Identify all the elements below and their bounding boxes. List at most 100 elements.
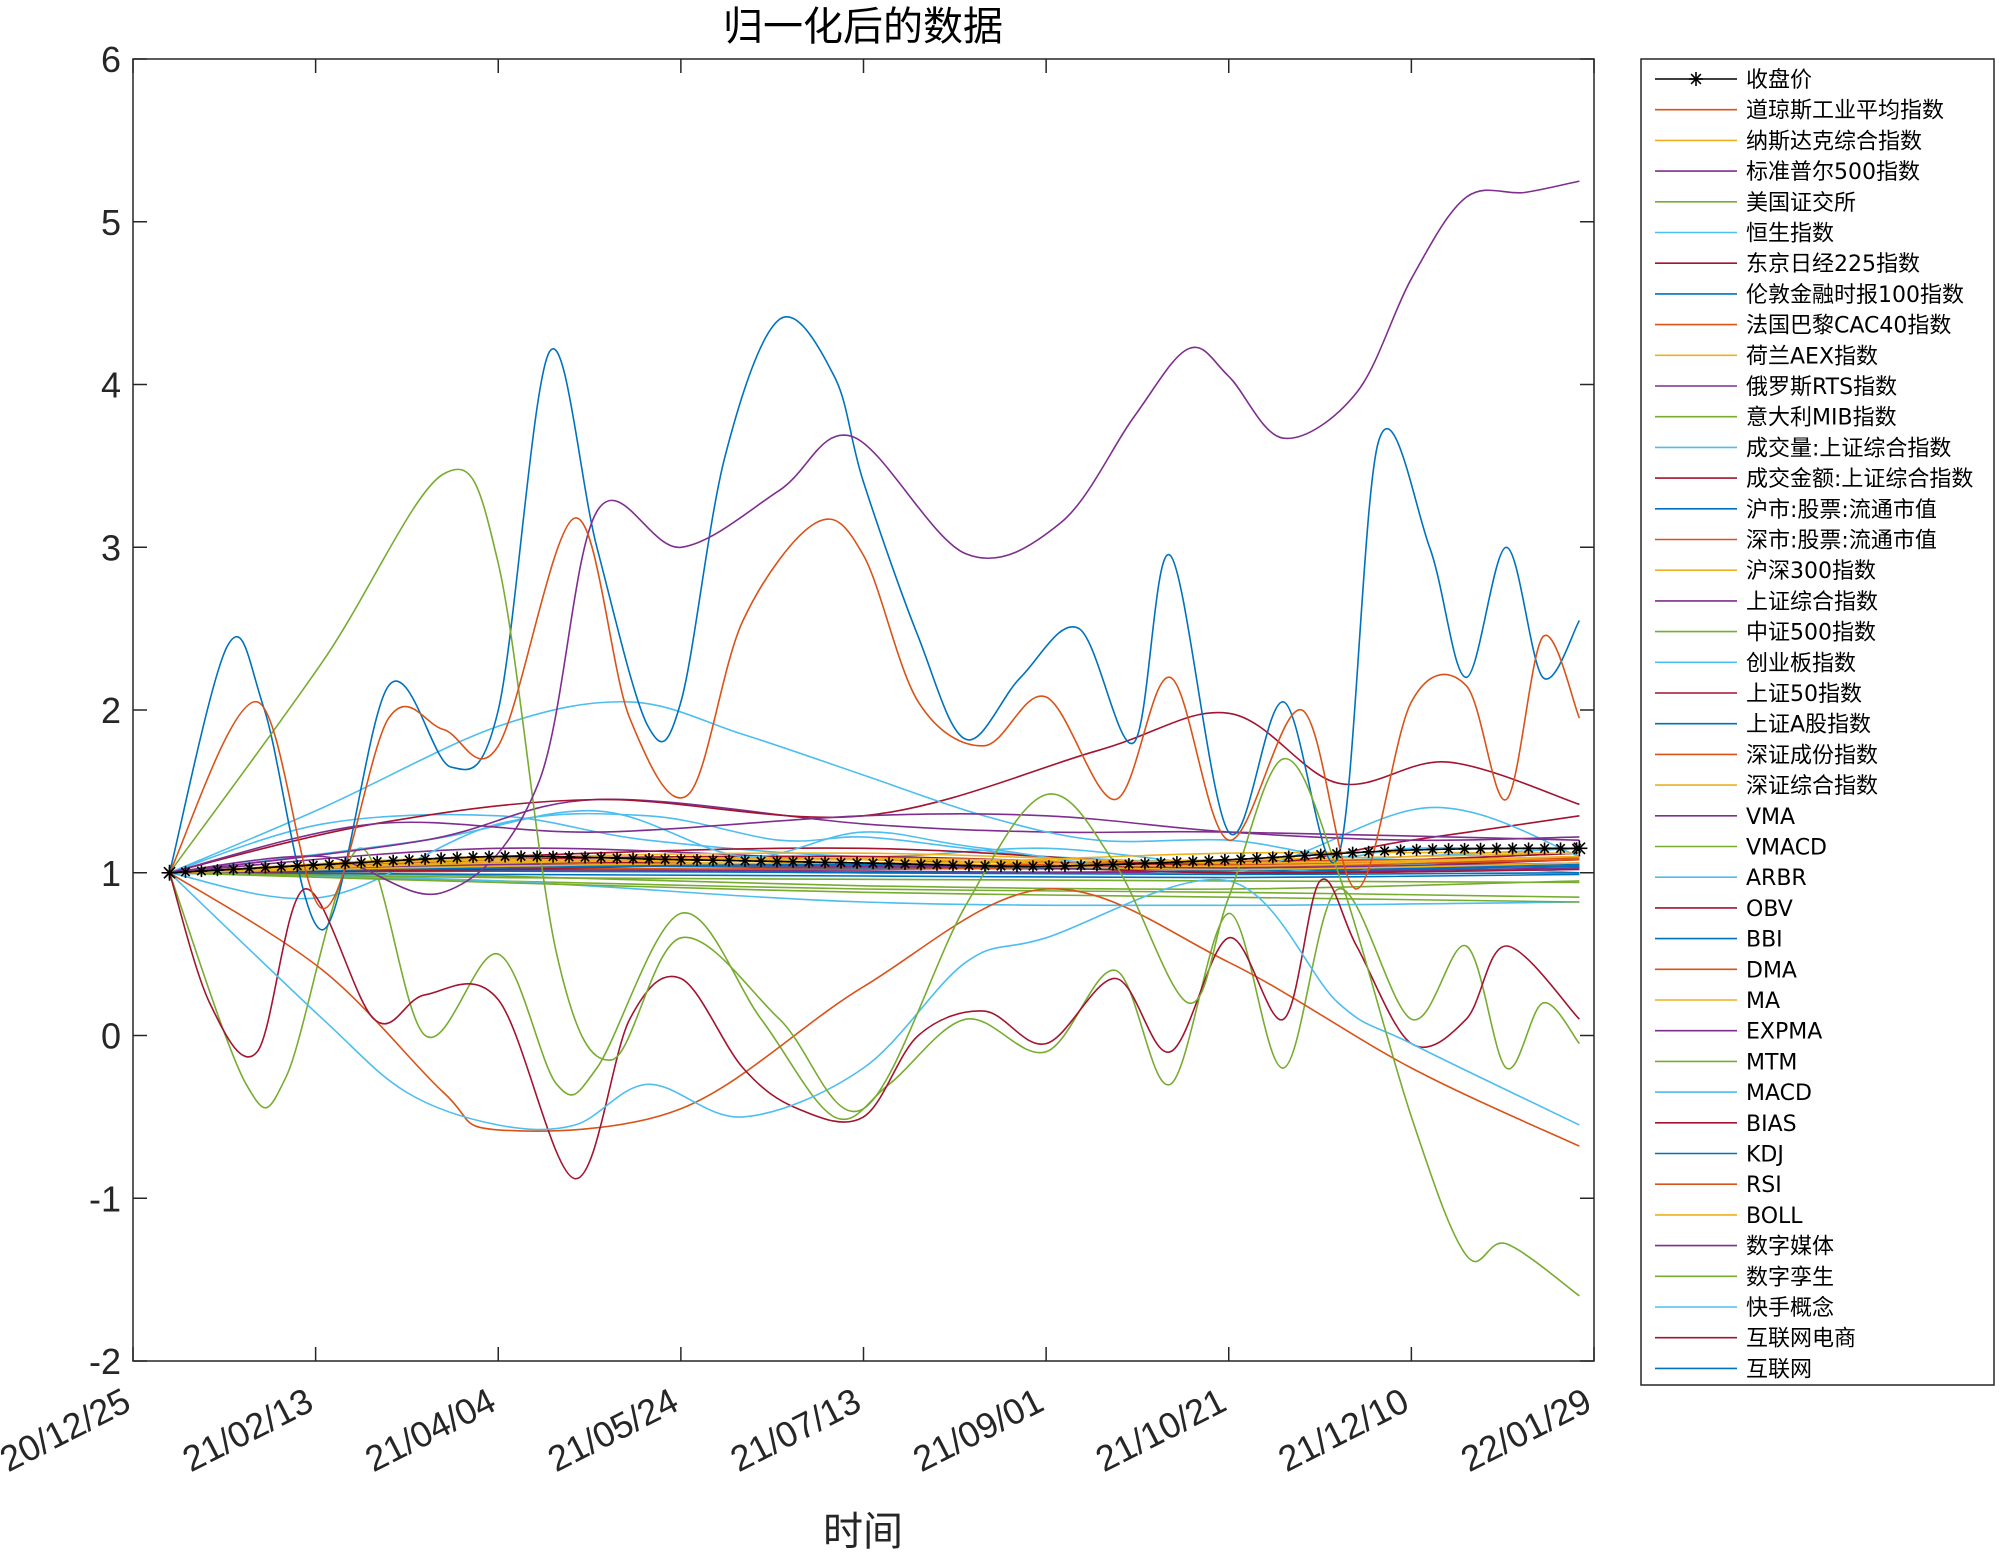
series-marker xyxy=(1010,860,1023,873)
series-marker xyxy=(1154,856,1167,869)
series-marker xyxy=(930,858,943,871)
chart-title: 归一化后的数据 xyxy=(723,4,1003,50)
series-marker xyxy=(659,853,672,866)
x-tick-label: 21/12/10 xyxy=(1272,1380,1415,1480)
series-marker xyxy=(259,861,272,874)
series-marker xyxy=(675,853,688,866)
series-marker xyxy=(531,850,544,863)
plot-area xyxy=(132,58,1595,1362)
legend-label: 美国证交所 xyxy=(1746,191,1856,216)
series-line xyxy=(169,872,1580,1147)
series-marker xyxy=(1554,842,1567,855)
series-marker xyxy=(1330,847,1343,860)
series-marker xyxy=(323,858,336,871)
legend-label: 数字孪生 xyxy=(1746,1265,1834,1290)
series-marker xyxy=(1186,855,1199,868)
legend-label: KDJ xyxy=(1746,1143,1784,1168)
series-marker xyxy=(403,853,416,866)
series-marker xyxy=(1218,853,1231,866)
legend-label: OBV xyxy=(1746,897,1793,922)
series-marker xyxy=(483,850,496,863)
x-tick-label: 21/02/13 xyxy=(176,1380,319,1480)
series-marker xyxy=(627,852,640,865)
legend-label: 数字媒体 xyxy=(1746,1235,1834,1260)
legend-label: RSI xyxy=(1746,1173,1782,1198)
series-line xyxy=(168,316,1581,931)
series-marker xyxy=(1522,842,1535,855)
series-marker xyxy=(161,864,178,881)
legend-label: 标准普尔500指数 xyxy=(1746,160,1920,185)
series-marker xyxy=(227,863,240,876)
series-marker xyxy=(1202,854,1215,867)
y-tick-label: 6 xyxy=(101,39,121,80)
legend-label: 深市:股票:流通市值 xyxy=(1746,529,1937,554)
series-marker xyxy=(1378,845,1391,858)
series-marker xyxy=(195,865,208,878)
legend-label: 中证500指数 xyxy=(1746,621,1876,646)
series-line xyxy=(169,798,1580,874)
series-marker xyxy=(579,851,592,864)
x-tick-label: 22/01/29 xyxy=(1454,1380,1597,1480)
legend-label: MA xyxy=(1746,989,1780,1014)
series-marker xyxy=(1042,860,1055,873)
series-line xyxy=(169,855,1580,874)
x-tick-label: 20/12/25 xyxy=(0,1380,137,1480)
series-marker xyxy=(339,857,352,870)
series-marker xyxy=(1410,843,1423,856)
series-marker xyxy=(307,859,320,872)
series-marker xyxy=(1138,857,1151,870)
legend-label: BIAS xyxy=(1746,1112,1797,1137)
series-marker xyxy=(243,862,256,875)
x-tick-label: 21/04/04 xyxy=(358,1380,501,1480)
legend-label: EXPMA xyxy=(1746,1020,1822,1045)
series-marker xyxy=(1314,848,1327,861)
series-marker xyxy=(499,850,512,863)
y-tick-label: 3 xyxy=(101,527,121,568)
series-marker xyxy=(1090,859,1103,872)
series-marker xyxy=(1122,858,1135,871)
legend-label: 法国巴黎CAC40指数 xyxy=(1746,314,1951,339)
series-marker xyxy=(179,865,192,878)
legend-label: VMACD xyxy=(1746,836,1827,861)
series-marker xyxy=(691,853,704,866)
series-marker xyxy=(1458,842,1471,855)
series-marker xyxy=(355,856,368,869)
y-tick-label: 5 xyxy=(101,202,121,243)
legend-label: 深证成份指数 xyxy=(1746,743,1878,768)
series-line xyxy=(169,180,1580,896)
y-tick-label: -2 xyxy=(89,1341,121,1382)
series-marker xyxy=(1058,859,1071,872)
series-marker xyxy=(211,864,224,877)
series-marker xyxy=(787,855,800,868)
legend-label: 成交量:上证综合指数 xyxy=(1746,436,1951,461)
series-marker xyxy=(1234,853,1247,866)
series-marker xyxy=(914,858,927,871)
series-marker xyxy=(739,854,752,867)
series-marker xyxy=(883,857,896,870)
series-marker xyxy=(563,850,576,863)
series-marker xyxy=(707,854,720,867)
series-marker xyxy=(1426,843,1439,856)
legend-label: BOLL xyxy=(1746,1204,1803,1229)
legend-label: BBI xyxy=(1746,928,1783,953)
series-marker xyxy=(435,852,448,865)
series-marker xyxy=(1170,856,1183,869)
legend-box xyxy=(1640,58,1995,1386)
y-tick-label: 2 xyxy=(101,690,121,731)
legend-label: MACD xyxy=(1746,1081,1812,1106)
legend-label: 深证综合指数 xyxy=(1746,774,1878,799)
legend-label: 互联网电商 xyxy=(1746,1327,1856,1352)
legend-label: DMA xyxy=(1746,958,1797,983)
y-axis: -2 -1 0 1 2 3 4 5 6 xyxy=(89,39,1594,1382)
legend-label: 道琼斯工业平均指数 xyxy=(1746,99,1944,124)
series-layer xyxy=(161,180,1588,1297)
y-tick-label: -1 xyxy=(89,1178,121,1219)
legend[interactable]: 收盘价道琼斯工业平均指数纳斯达克综合指数标准普尔500指数美国证交所恒生指数东京… xyxy=(1640,58,1995,1386)
series-marker xyxy=(962,859,975,872)
series-marker xyxy=(1282,850,1295,863)
y-tick-label: 1 xyxy=(101,853,121,894)
legend-label: 上证50指数 xyxy=(1746,682,1862,707)
legend-marker xyxy=(1689,72,1703,86)
series-marker xyxy=(1106,858,1119,871)
legend-label: MTM xyxy=(1746,1050,1797,1075)
